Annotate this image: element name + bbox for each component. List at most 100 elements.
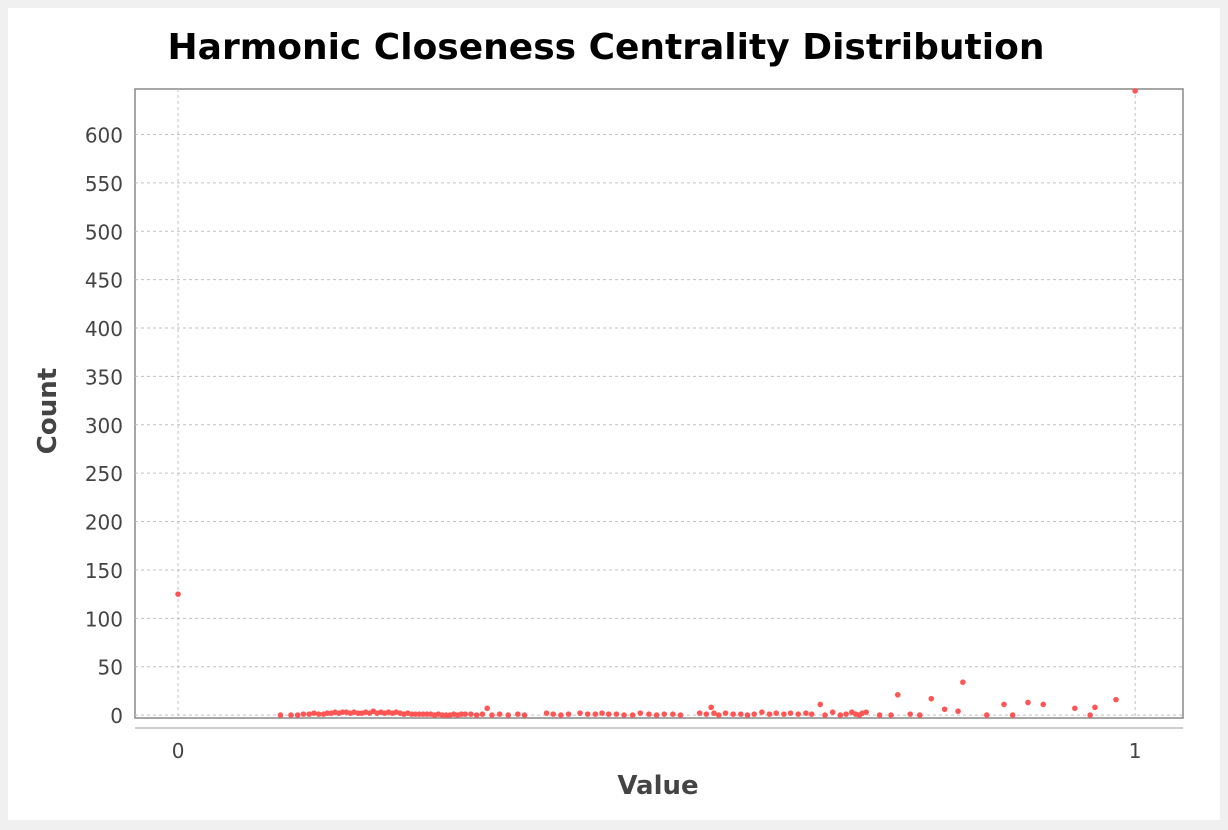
data-point (744, 712, 751, 718)
data-point (738, 711, 744, 717)
data-point (521, 712, 528, 718)
data-point (484, 705, 491, 712)
data-point (479, 711, 486, 717)
data-point (817, 701, 824, 708)
y-tick-label: 300 (85, 414, 123, 438)
data-point (599, 710, 605, 716)
data-point (1113, 696, 1119, 703)
y-tick-label: 550 (85, 172, 123, 196)
data-point (751, 711, 758, 717)
data-point (716, 712, 722, 718)
data-point (277, 712, 284, 718)
data-point (822, 712, 828, 718)
data-point (837, 712, 844, 718)
data-point (458, 711, 465, 717)
y-tick-label: 0 (110, 704, 123, 728)
y-tick-label: 200 (85, 511, 123, 535)
data-point (443, 712, 449, 718)
data-point (696, 710, 703, 716)
y-tick-label: 450 (85, 269, 123, 293)
data-point (1001, 701, 1007, 708)
data-point (496, 711, 503, 717)
data-point (629, 712, 636, 718)
plot-area (134, 88, 1184, 719)
y-tick-label: 600 (85, 123, 123, 147)
data-point (420, 711, 426, 717)
data-point (1132, 88, 1138, 94)
data-point (955, 708, 961, 715)
data-point (294, 712, 301, 718)
data-point (941, 706, 948, 713)
data-point (592, 711, 599, 717)
data-point (543, 710, 550, 716)
y-tick-label: 100 (85, 607, 123, 631)
data-point (983, 712, 990, 718)
data-point (416, 711, 423, 717)
data-point (324, 710, 331, 716)
data-point (1009, 712, 1016, 718)
data-point (894, 691, 901, 698)
data-point (439, 712, 446, 718)
data-point (412, 711, 419, 717)
data-point (843, 711, 849, 717)
data-point (1072, 705, 1078, 712)
data-point (703, 711, 710, 717)
data-point (300, 711, 307, 717)
data-point (311, 710, 317, 716)
data-point (876, 712, 883, 718)
data-point (577, 710, 583, 716)
data-point (928, 695, 935, 702)
data-point (515, 711, 521, 717)
data-point (795, 711, 802, 717)
chart-panel: Harmonic Closeness Centrality Distributi… (8, 8, 1220, 820)
data-point (661, 711, 668, 717)
y-tick-label: 150 (85, 559, 123, 583)
data-point (306, 711, 312, 717)
data-point (677, 712, 684, 718)
x-tick-label: 1 (1129, 739, 1142, 763)
data-point (888, 712, 894, 718)
data-point (1092, 704, 1098, 711)
chart-svg: Harmonic Closeness Centrality Distributi… (33, 27, 1184, 801)
data-point (355, 710, 361, 716)
y-tick-labels: 0 50 100 150 200 250 300 350 400 450 500 550 600 (85, 123, 123, 728)
data-point (708, 704, 714, 711)
data-point (1087, 712, 1093, 718)
data-point (829, 709, 836, 715)
data-point (558, 712, 564, 718)
y-axis-title: Count (33, 368, 63, 454)
data-point (803, 710, 809, 716)
x-tick-label: 0 (172, 739, 185, 763)
data-point (621, 712, 627, 718)
data-point (468, 711, 474, 717)
data-point (917, 712, 923, 718)
data-point (653, 712, 660, 718)
y-tick-label: 50 (98, 656, 123, 680)
data-point (773, 710, 780, 716)
data-point (408, 711, 415, 717)
data-point (787, 710, 794, 716)
data-point (550, 711, 557, 717)
data-point (960, 679, 966, 685)
data-point (907, 711, 914, 717)
data-point (730, 711, 736, 717)
data-point (605, 711, 612, 717)
data-point (759, 709, 765, 715)
data-point (175, 591, 181, 597)
data-point (473, 712, 480, 718)
data-point (613, 711, 620, 717)
data-point (722, 710, 729, 716)
x-axis-title: Value (617, 771, 698, 801)
y-tick-label: 250 (85, 462, 123, 486)
data-points (175, 88, 1138, 718)
data-point (462, 711, 468, 717)
data-point (424, 711, 430, 717)
y-tick-label: 350 (85, 365, 123, 389)
data-point (808, 711, 815, 717)
data-point (670, 711, 676, 717)
data-point (315, 711, 322, 717)
data-point (489, 712, 495, 718)
chart-title: Harmonic Closeness Centrality Distributi… (168, 27, 1045, 68)
data-point (1040, 701, 1047, 708)
